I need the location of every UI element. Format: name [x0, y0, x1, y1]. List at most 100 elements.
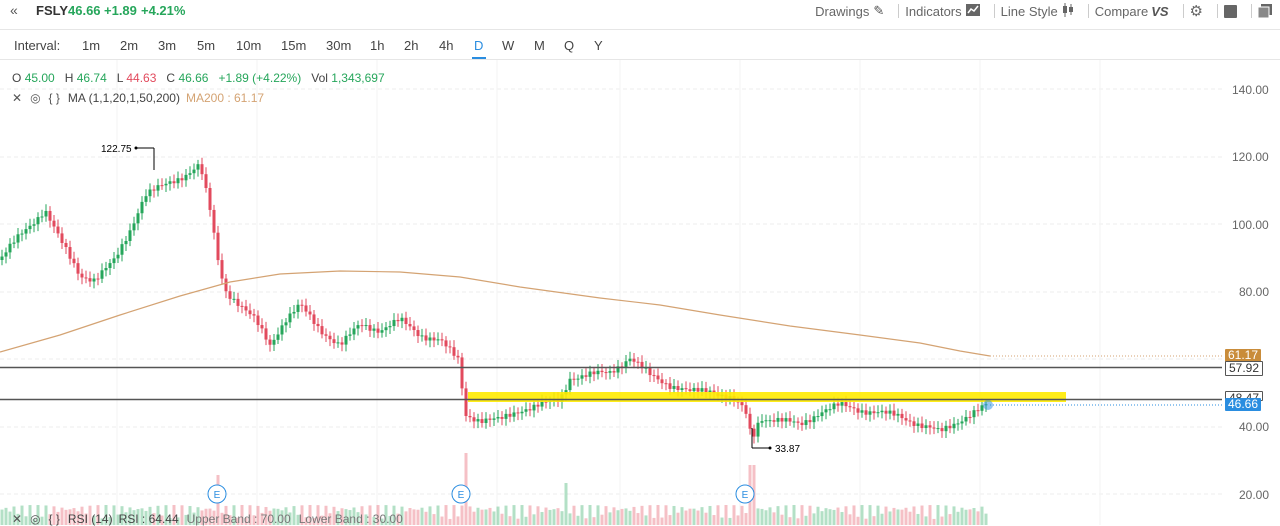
- interval-w[interactable]: W: [502, 38, 515, 53]
- copy-icon[interactable]: [1258, 4, 1272, 18]
- volume-bar: [480, 509, 484, 525]
- double-chevron-left-icon[interactable]: «: [10, 2, 18, 18]
- candle-body: [588, 371, 592, 377]
- price-chart[interactable]: 122.75 33.87 E E E: [0, 60, 1280, 525]
- interval-2m[interactable]: 2m: [120, 38, 139, 53]
- volume-bar: [76, 511, 80, 525]
- volume-bar: [172, 505, 176, 525]
- volume-bar: [832, 509, 836, 525]
- volume-bar: [900, 509, 904, 525]
- candle-body: [156, 185, 160, 191]
- interval-15m[interactable]: 15m: [281, 38, 307, 53]
- volume-bar: [288, 512, 292, 525]
- interval-4h[interactable]: 4h: [439, 38, 454, 53]
- candle-body: [488, 418, 492, 420]
- low-value: 44.63: [126, 71, 157, 85]
- gear-icon[interactable]: ⚙: [1189, 3, 1203, 20]
- drawings-button[interactable]: Drawings ✎: [815, 3, 884, 19]
- volume-bar: [204, 508, 208, 525]
- candle-body: [600, 370, 604, 373]
- volume-bar: [612, 507, 616, 525]
- volume-bar: [712, 515, 716, 525]
- close-icon[interactable]: ✕: [12, 512, 23, 526]
- volume-bar: [556, 508, 560, 525]
- candle-body: [624, 361, 628, 368]
- volume-bar: [708, 505, 712, 525]
- compare-button[interactable]: Compare VS: [1095, 4, 1169, 19]
- candle-body: [688, 389, 692, 392]
- divider: [1087, 4, 1089, 18]
- volume-bar: [672, 505, 676, 525]
- volume-bar: [728, 517, 732, 525]
- interval-5m[interactable]: 5m: [197, 38, 216, 53]
- candle-body: [48, 210, 52, 221]
- high-label: H: [64, 71, 74, 85]
- volume-bar: [284, 507, 288, 525]
- volume-bar: [776, 506, 780, 525]
- symbol-label[interactable]: FSLY: [36, 3, 69, 18]
- earnings-marker-label: E: [214, 490, 221, 501]
- candle-body: [744, 405, 748, 414]
- snapshot-icon[interactable]: [1224, 4, 1237, 18]
- candle-body: [888, 410, 892, 414]
- candle-body: [960, 421, 964, 424]
- settings-braces-icon[interactable]: { }: [48, 91, 60, 105]
- interval-m[interactable]: M: [534, 38, 545, 53]
- volume-bar: [552, 509, 556, 525]
- candle-body: [280, 325, 284, 335]
- volume-bar: [536, 506, 540, 525]
- volume-bar: [248, 505, 252, 525]
- candle-body: [276, 334, 280, 340]
- interval-3m[interactable]: 3m: [158, 38, 177, 53]
- interval-10m[interactable]: 10m: [236, 38, 262, 53]
- candle-body: [456, 355, 460, 358]
- high-value: 46.74: [76, 71, 107, 85]
- volume-bar: [208, 508, 212, 525]
- volume-bar: [764, 510, 768, 525]
- interval-2h[interactable]: 2h: [404, 38, 419, 53]
- candle-body: [72, 258, 76, 264]
- interval-30m[interactable]: 30m: [326, 38, 352, 53]
- volume-bar: [868, 505, 872, 525]
- rsi-name: RSI (14): [67, 512, 113, 526]
- volume-bar: [972, 508, 976, 525]
- candle-body: [772, 420, 776, 422]
- candle-body: [672, 386, 676, 389]
- interval-d[interactable]: D: [474, 38, 484, 53]
- volume-bar: [864, 518, 868, 525]
- settings-braces-icon[interactable]: { }: [48, 512, 60, 526]
- eye-icon[interactable]: ◎: [30, 91, 41, 105]
- candle-body: [404, 317, 408, 324]
- volume-bar: [100, 518, 104, 525]
- candle-body: [132, 223, 136, 231]
- candle-body: [692, 387, 696, 392]
- volume-bar: [908, 511, 912, 525]
- candle-body: [652, 375, 656, 377]
- volume-bar: [316, 505, 320, 525]
- interval-q[interactable]: Q: [564, 38, 575, 53]
- volume-bar: [400, 506, 404, 525]
- volume-bar: [688, 508, 692, 525]
- candle-body: [980, 405, 984, 411]
- eye-icon[interactable]: ◎: [30, 512, 41, 526]
- volume-bar: [488, 507, 492, 525]
- candle-body: [748, 413, 752, 429]
- line-style-button[interactable]: Line Style: [1001, 2, 1074, 20]
- candle-body: [232, 298, 236, 300]
- volume-bar: [396, 513, 400, 525]
- candle-body: [264, 328, 268, 340]
- volume-bar: [152, 513, 156, 525]
- candle-body: [676, 386, 680, 391]
- candle-body: [120, 244, 124, 255]
- candle-body: [128, 230, 132, 241]
- interval-y[interactable]: Y: [594, 38, 603, 53]
- candle-body: [192, 169, 196, 174]
- candle-body: [164, 183, 168, 186]
- volume-bar: [632, 506, 636, 525]
- indicators-button[interactable]: Indicators: [905, 3, 980, 19]
- volume-bar: [200, 510, 204, 525]
- interval-1m[interactable]: 1m: [82, 38, 101, 53]
- interval-1h[interactable]: 1h: [370, 38, 385, 53]
- volume-bar: [484, 509, 488, 525]
- close-icon[interactable]: ✕: [12, 91, 23, 105]
